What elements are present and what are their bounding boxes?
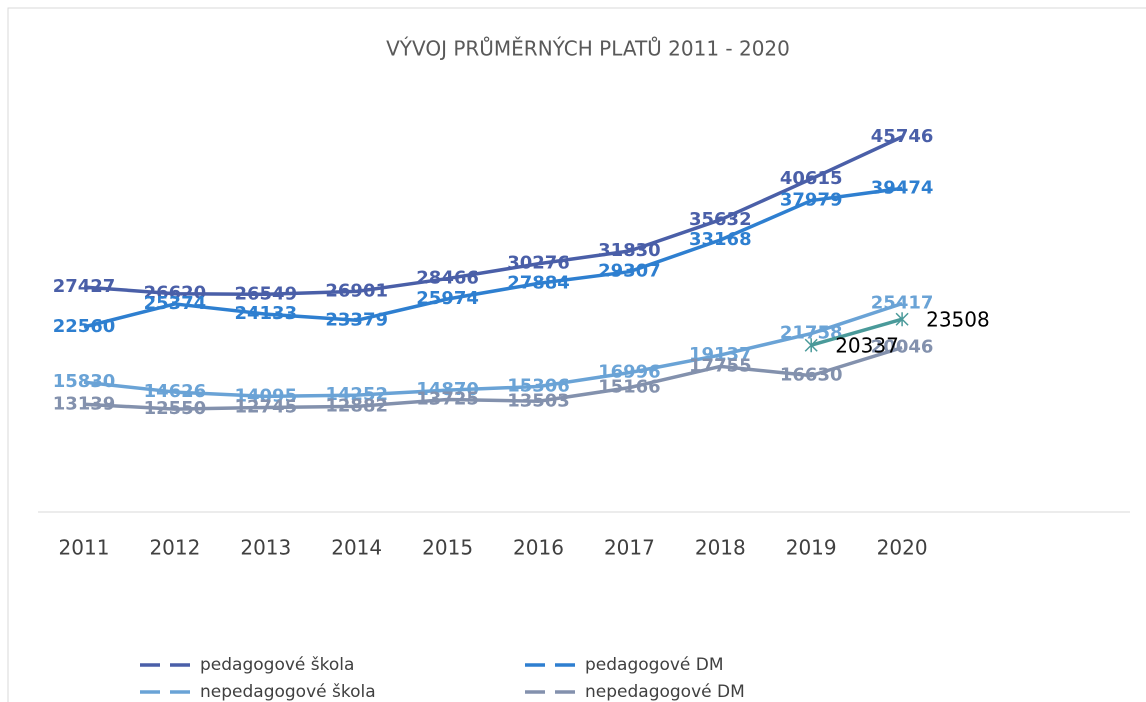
x-tick-label: 2015 <box>422 536 473 560</box>
data-label: 23379 <box>325 309 388 330</box>
data-label: 35632 <box>689 209 752 230</box>
data-label: 17755 <box>689 355 752 376</box>
data-label: 26620 <box>144 283 207 304</box>
point-marker <box>895 312 909 327</box>
data-label: 27427 <box>53 276 116 297</box>
data-label: 14870 <box>416 379 479 400</box>
data-label: 13503 <box>507 390 570 411</box>
x-tick-label: 2020 <box>877 536 928 560</box>
data-label: 22560 <box>53 316 116 337</box>
data-label: 15166 <box>598 377 661 398</box>
series-line <box>810 317 903 347</box>
x-tick-label: 2014 <box>331 536 382 560</box>
legend-label: pedagogové DM <box>585 655 724 675</box>
data-label: 15830 <box>53 371 116 392</box>
chart-title: VÝVOJ PRŮMĚRNÝCH PLATŮ 2011 - 2020 <box>386 37 790 61</box>
data-label: 20046 <box>871 337 934 358</box>
data-label: 31830 <box>598 240 661 261</box>
x-tick-label: 2013 <box>240 536 291 560</box>
point-marker <box>804 338 818 353</box>
data-label: 25417 <box>871 293 934 314</box>
series-line <box>83 135 903 297</box>
x-tick-label: 2019 <box>786 536 837 560</box>
data-label: 21758 <box>780 323 843 344</box>
data-label: 14252 <box>325 384 388 405</box>
data-label: 12882 <box>325 395 388 416</box>
data-label: 16996 <box>598 362 661 383</box>
data-label: 14095 <box>234 385 297 406</box>
data-label: 28466 <box>416 268 479 289</box>
data-label: 37979 <box>780 190 843 211</box>
data-label: 39474 <box>871 177 934 198</box>
x-tick-label: 2012 <box>149 536 200 560</box>
x-tick-label: 2016 <box>513 536 564 560</box>
series-line <box>83 345 903 411</box>
legend-label: nepedagogové škola <box>200 682 376 702</box>
data-label: 26549 <box>234 283 297 304</box>
legend-label: nepedagogové DM <box>585 682 745 702</box>
data-label: 45746 <box>871 126 934 147</box>
data-label: 27884 <box>507 272 570 293</box>
data-label: 40615 <box>780 168 843 189</box>
data-label: 13725 <box>416 388 479 409</box>
series-line <box>83 301 903 399</box>
data-label: 15306 <box>507 375 570 396</box>
data-label: 25974 <box>416 288 479 309</box>
data-label: 30276 <box>507 253 570 274</box>
data-label: 33168 <box>689 229 752 250</box>
series-line <box>83 186 903 329</box>
data-label: 14626 <box>144 381 207 402</box>
data-label: 12745 <box>234 396 297 417</box>
data-label: 25374 <box>144 293 207 314</box>
legend-label: pedagogové škola <box>200 655 354 675</box>
data-label: 26901 <box>325 280 388 301</box>
data-label: 13139 <box>53 393 116 414</box>
x-tick-label: 2018 <box>695 536 746 560</box>
data-label: 12550 <box>144 398 207 419</box>
data-label: 19137 <box>689 344 752 365</box>
data-label: 24133 <box>234 303 297 324</box>
x-tick-label: 2017 <box>604 536 655 560</box>
data-label: 29307 <box>598 261 661 282</box>
chart-frame <box>7 7 1146 702</box>
data-label: 20337 <box>835 334 899 358</box>
x-tick-label: 2011 <box>59 536 110 560</box>
data-label: 16630 <box>780 365 843 386</box>
data-label: 23508 <box>926 308 990 332</box>
